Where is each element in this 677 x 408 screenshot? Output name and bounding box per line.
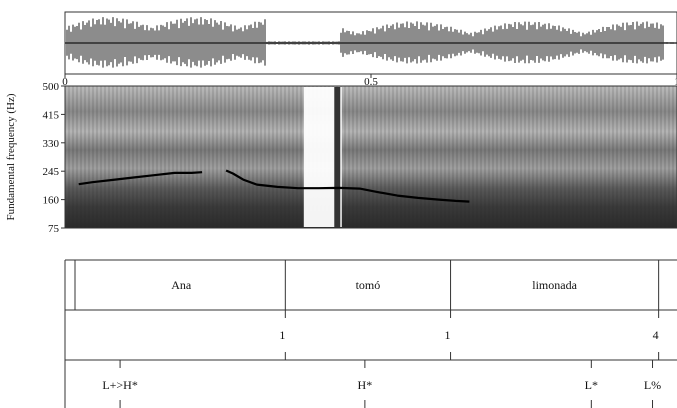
word-tier: Ana tomó limonada (74, 260, 660, 310)
annotation-tiers: Ana tomó limonada 1 1 4 L+>H* H* L* L% (64, 259, 677, 408)
break-index-label: 1 (279, 328, 285, 342)
waveform (66, 17, 674, 68)
word-label: limonada (532, 278, 577, 292)
y-tick-label: 415 (43, 109, 60, 121)
tiers-area (65, 260, 677, 408)
tone-label: L+>H* (102, 378, 138, 392)
y-tick-label: 245 (43, 166, 60, 178)
waveform-trace (66, 17, 674, 68)
y-axis-label: Fundamental frequency (Hz) (5, 93, 17, 220)
spectrogram (65, 86, 677, 228)
break-index-label: 1 (445, 328, 451, 342)
time-tick-label: 1 (674, 76, 677, 88)
tone-label: L% (644, 378, 661, 392)
time-axis: 0 0.5 1 (62, 74, 677, 88)
break-index-tier: 1 1 4 (279, 310, 660, 360)
break-index-label: 4 (653, 328, 659, 342)
f0-segment (78, 171, 203, 186)
y-tick-label: 500 (43, 81, 60, 93)
f0-contour (78, 169, 470, 203)
tone-label: L* (585, 378, 598, 392)
spectrogram-panel: 500 415 330 245 160 75 Fundamental frequency … (5, 81, 677, 235)
spectrogram-frame (64, 85, 677, 229)
frequency-axis: 500 415 330 245 160 75 (43, 81, 65, 235)
waveform-panel: 0 0.5 1 (62, 11, 677, 88)
time-tick-label: 0.5 (364, 76, 378, 88)
spectrogram-striations (65, 86, 677, 228)
tone-tier: L+>H* H* L* L% (102, 360, 661, 408)
word-label: Ana (171, 278, 192, 292)
y-tick-label: 160 (43, 195, 60, 207)
tone-label: H* (358, 378, 373, 392)
time-tick-label: 0 (62, 76, 68, 88)
f0-segment (225, 169, 470, 203)
y-tick-label: 330 (43, 138, 60, 150)
spectrogram-burst (334, 87, 341, 227)
y-tick-label: 75 (48, 223, 60, 235)
word-label: tomó (356, 278, 381, 292)
